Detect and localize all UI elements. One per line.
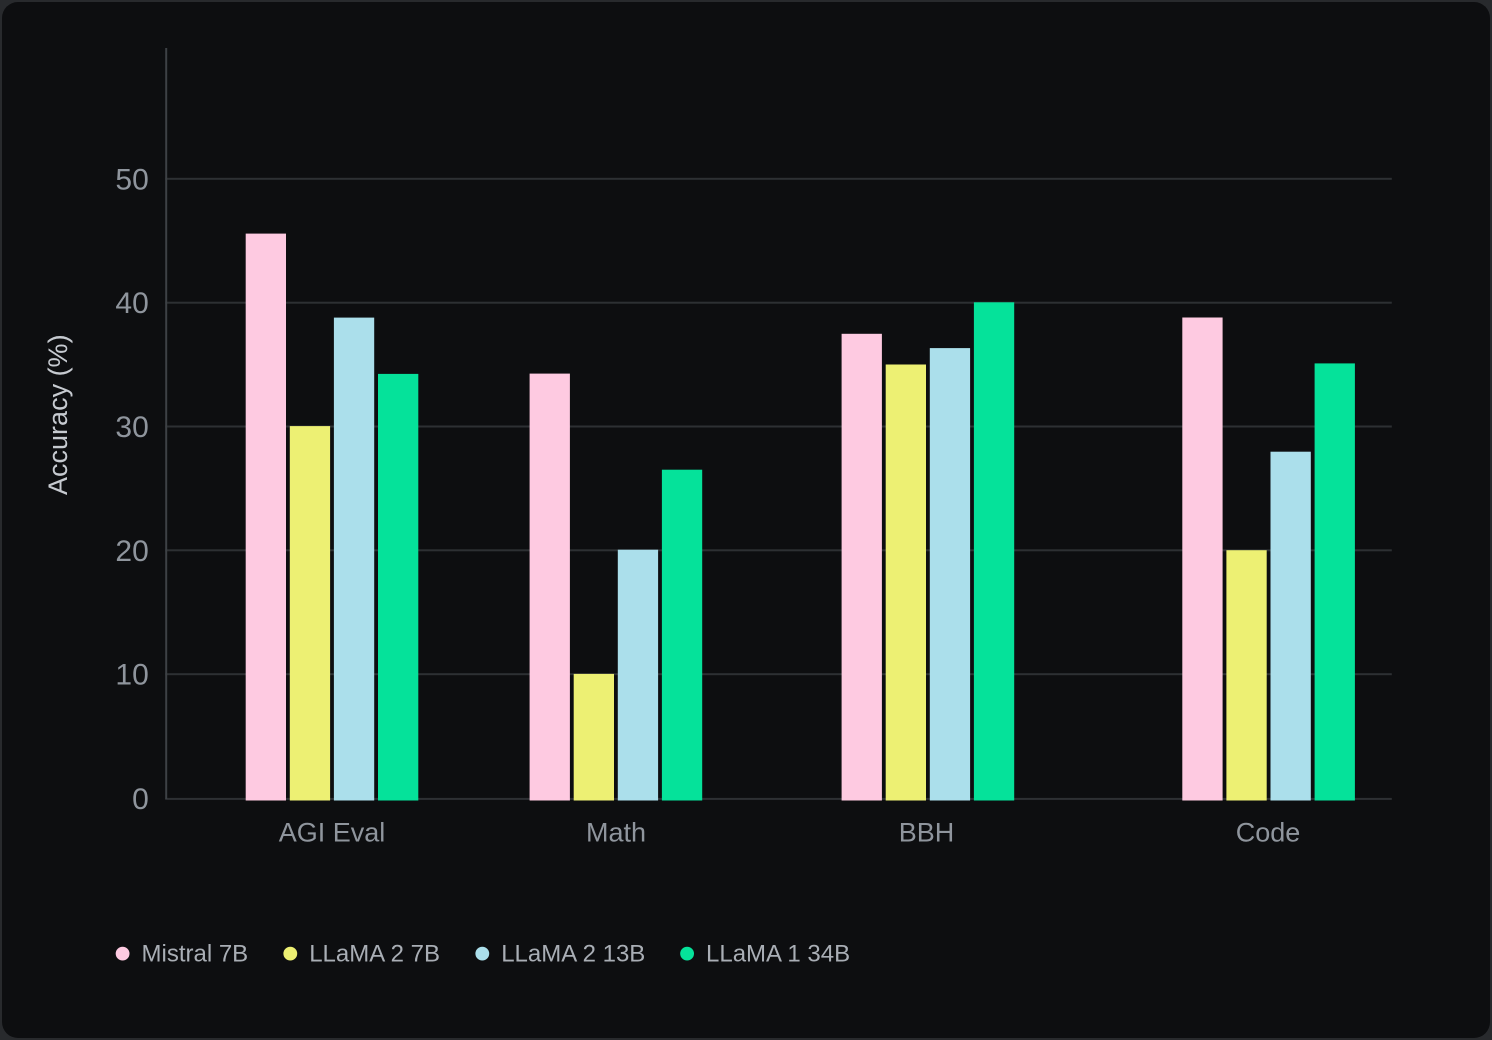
svg-text:BBH: BBH [899,818,955,848]
svg-text:Math: Math [586,818,646,848]
svg-text:LLaMA 2 7B: LLaMA 2 7B [309,941,440,968]
svg-text:Mistral 7B: Mistral 7B [142,941,249,968]
svg-text:20: 20 [115,535,148,568]
svg-text:10: 10 [115,659,148,692]
svg-text:Accuracy (%): Accuracy (%) [43,334,73,495]
svg-text:0: 0 [132,783,149,816]
svg-text:LLaMA 2 13B: LLaMA 2 13B [501,941,645,968]
svg-text:50: 50 [115,163,148,196]
svg-text:AGI Eval: AGI Eval [279,818,386,848]
svg-text:40: 40 [115,287,148,320]
svg-text:30: 30 [115,411,148,444]
svg-text:Code: Code [1236,818,1301,848]
svg-text:LLaMA 1 34B: LLaMA 1 34B [706,941,850,968]
